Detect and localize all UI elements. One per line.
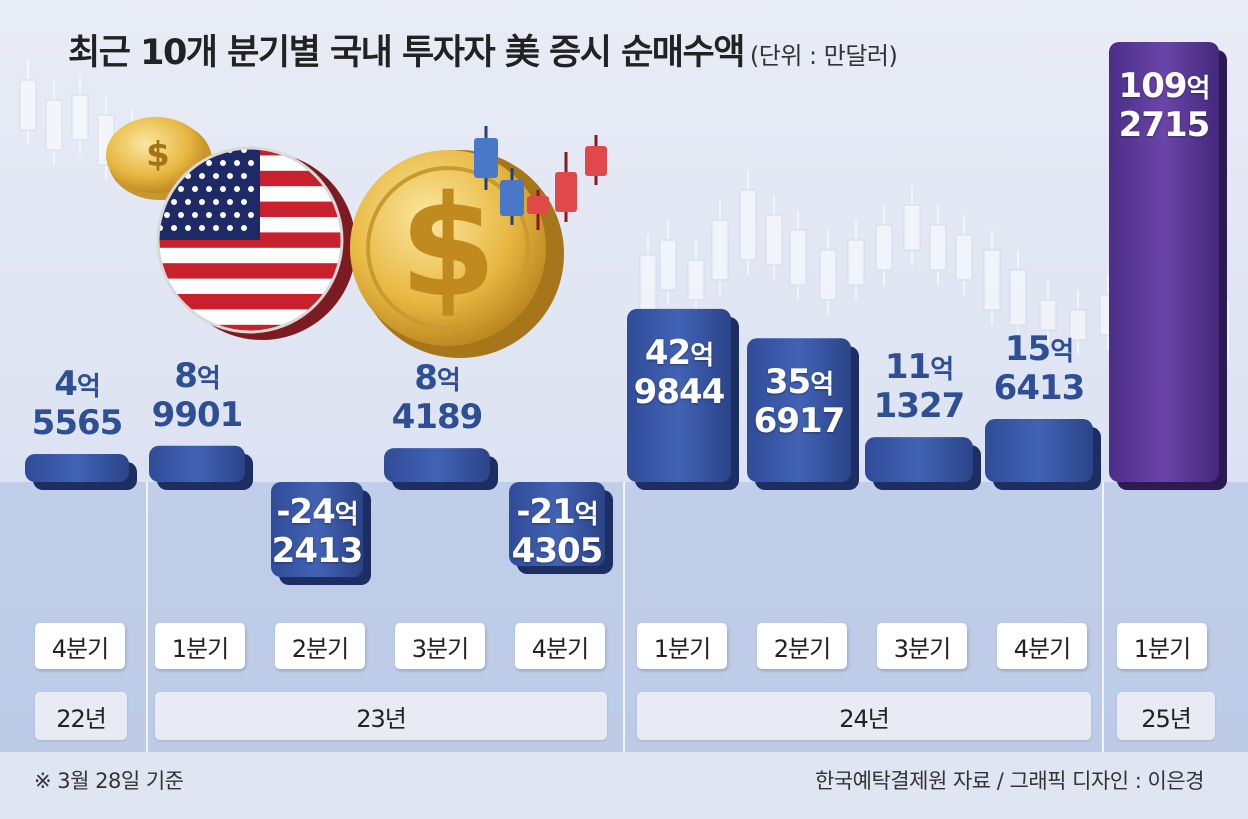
background-candle xyxy=(847,220,865,300)
value-label-line2: 2715 xyxy=(1118,105,1211,145)
unit-label: (단위 : 만달러) xyxy=(749,42,898,70)
value-label-line2: 6917 xyxy=(753,401,846,442)
svg-text:$: $ xyxy=(146,135,170,175)
value-label: 4억 5565 xyxy=(0,366,157,441)
bar xyxy=(985,419,1101,490)
background-candle xyxy=(71,75,89,155)
chart-title-text: 최근 10개 분기별 국내 투자자 美 증시 순매수액 xyxy=(68,33,745,73)
year-label: 24년 xyxy=(637,692,1091,740)
value-label-line1: 15억 xyxy=(1004,329,1074,370)
year-label: 22년 xyxy=(35,692,127,740)
bar xyxy=(271,482,371,585)
background-candle xyxy=(875,205,893,285)
background-candle xyxy=(1039,280,1057,345)
quarter-label: 1분기 xyxy=(637,623,727,669)
quarter-label: 3분기 xyxy=(877,623,967,669)
value-label: 109억 2715 xyxy=(1084,68,1244,143)
background-candle xyxy=(1069,290,1087,355)
gold-dollar-coin-icon: $ xyxy=(350,150,564,358)
background-candle xyxy=(19,60,37,145)
value-label-line2: 6413 xyxy=(993,368,1086,409)
value-label-line1: -21억 xyxy=(516,492,598,532)
value-label: -24억 2413 xyxy=(237,494,397,569)
footer-strip xyxy=(0,752,1248,819)
value-label-line1: 35억 xyxy=(764,362,834,403)
background-candle xyxy=(1009,250,1027,340)
value-label-line2: 4189 xyxy=(391,397,484,438)
value-label: 42억 9844 xyxy=(599,335,759,410)
candlestick-background-icon xyxy=(19,60,1231,405)
value-label-line2: 1327 xyxy=(873,386,966,427)
quarter-label: 1분기 xyxy=(155,623,245,669)
value-label: 8억 4189 xyxy=(357,360,517,435)
svg-text:$: $ xyxy=(399,166,496,329)
value-label-line1: 8억 xyxy=(174,355,221,396)
bar xyxy=(384,448,498,490)
year-label: 23년 xyxy=(155,692,607,740)
value-label: 15억 6413 xyxy=(959,331,1119,406)
bar xyxy=(25,454,137,490)
background-candle xyxy=(687,240,705,315)
quarter-label: 4분기 xyxy=(35,623,125,669)
background-candle xyxy=(903,185,921,265)
background-candle xyxy=(765,195,783,280)
background-candle xyxy=(819,230,837,315)
value-label-line1: 42억 xyxy=(644,332,714,373)
value-label-line2: 9901 xyxy=(151,394,244,435)
value-label-line1: 4억 xyxy=(54,364,101,404)
value-label-line1: -24억 xyxy=(276,492,358,532)
bar xyxy=(865,437,981,490)
footnote-date: ※ 3월 28일 기준 xyxy=(34,769,184,793)
us-flag-coin-icon xyxy=(156,146,356,340)
value-label-line2: 9844 xyxy=(633,371,726,412)
background-candle xyxy=(739,170,757,275)
year-label: 25년 xyxy=(1117,692,1215,740)
value-label-line2: 4305 xyxy=(511,531,604,571)
background-candle xyxy=(929,205,947,285)
background-candle xyxy=(639,235,657,325)
value-label-line1: 109억 xyxy=(1118,66,1211,106)
bar xyxy=(747,338,859,490)
bar xyxy=(1109,42,1227,490)
footnote-source: 한국예탁결제원 자료 / 그래픽 디자인 : 이은경 xyxy=(815,769,1204,793)
quarter-label: 1분기 xyxy=(1117,623,1207,669)
background-candle xyxy=(955,215,973,295)
quarter-label: 4분기 xyxy=(515,623,605,669)
quarter-label: 2분기 xyxy=(757,623,847,669)
candlestick-icon xyxy=(474,126,607,230)
value-label: 11억 1327 xyxy=(839,349,999,424)
value-label: -21억 4305 xyxy=(477,494,637,569)
bar xyxy=(509,482,613,574)
bar xyxy=(627,308,739,490)
background-candle xyxy=(45,80,63,165)
background-candle xyxy=(789,210,807,300)
background-candle xyxy=(983,230,1001,325)
value-label-line2: 2413 xyxy=(271,531,364,571)
chart-title: 최근 10개 분기별 국내 투자자 美 증시 순매수액 (단위 : 만달러) xyxy=(68,24,898,75)
value-label-line1: 8억 xyxy=(414,358,461,399)
value-label: 35억 6917 xyxy=(719,364,879,439)
quarter-label: 2분기 xyxy=(275,623,365,669)
bar xyxy=(149,445,253,490)
quarter-label: 4분기 xyxy=(997,623,1087,669)
value-label-line2: 5565 xyxy=(31,403,124,443)
value-label: 8억 9901 xyxy=(117,358,277,433)
background-candle xyxy=(659,220,677,305)
quarter-label: 3분기 xyxy=(395,623,485,669)
value-label-line1: 11억 xyxy=(884,347,954,388)
background-candle xyxy=(711,200,729,295)
